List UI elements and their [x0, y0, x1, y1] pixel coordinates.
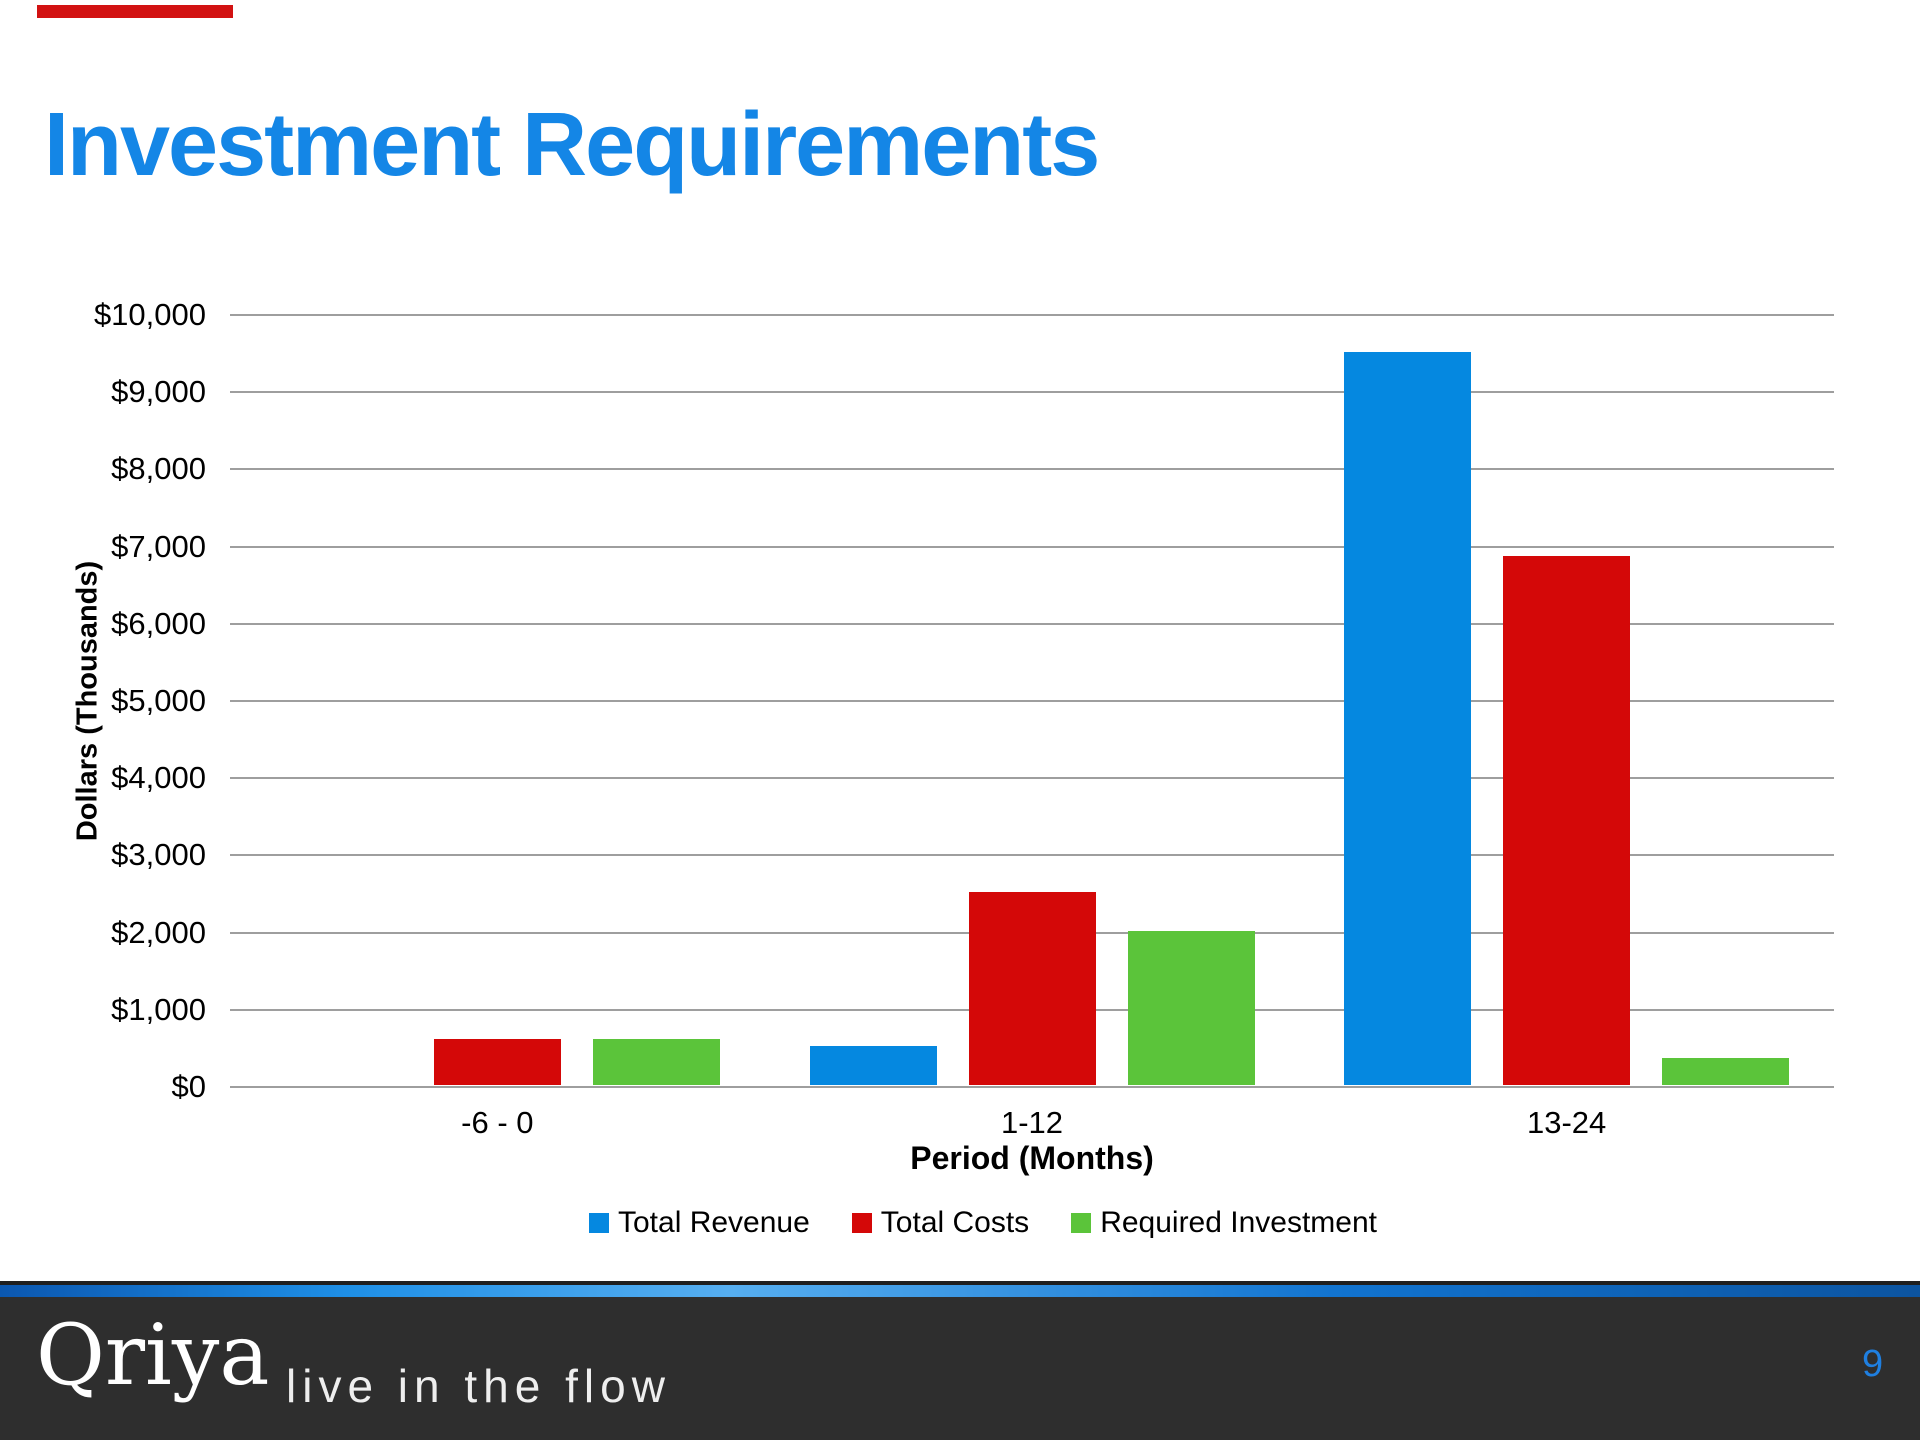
bar-total-costs: [968, 892, 1096, 1085]
legend-item: Total Revenue: [589, 1208, 810, 1238]
gridline: [230, 1086, 1834, 1088]
bar-required-investment: [1662, 1058, 1790, 1085]
gridline: [230, 777, 1834, 780]
legend-label: Total Revenue: [618, 1206, 810, 1239]
x-axis-title: Period (Months): [910, 1140, 1154, 1176]
gridline: [230, 545, 1834, 548]
footer-accent-line: [0, 1285, 1920, 1297]
legend-swatch: [589, 1213, 609, 1233]
gridline: [230, 391, 1834, 394]
bar-total-costs: [1503, 556, 1631, 1085]
y-tick-label: $6,000: [111, 605, 206, 641]
bar-chart: Dollars (Thousands) Period (Months) Tota…: [0, 297, 1920, 1238]
y-tick-label: $0: [171, 1069, 206, 1104]
legend-swatch: [851, 1213, 872, 1233]
plot-area: [230, 314, 1834, 1088]
y-tick-label: $9,000: [111, 374, 206, 410]
gridline: [230, 314, 1834, 316]
y-tick-label: $4,000: [111, 760, 206, 796]
y-tick-label: $5,000: [111, 683, 206, 718]
bar-required-investment: [1127, 931, 1255, 1085]
x-tick-label: -6 - 0: [461, 1105, 534, 1140]
legend-item: Required Investment: [1071, 1208, 1377, 1238]
legend-swatch: [1071, 1213, 1092, 1233]
legend-label: Required Investment: [1100, 1206, 1377, 1239]
bar-total-costs: [433, 1039, 561, 1085]
footer-tagline: live in the flow: [286, 1360, 671, 1412]
footer: Qriya live in the flow 9: [0, 1297, 1920, 1440]
slide-title: Investment Requirements: [44, 95, 1100, 195]
footer-top-edge: [0, 1281, 1920, 1285]
gridline: [230, 700, 1834, 702]
qriya-logo: Qriya: [36, 1306, 270, 1404]
top-left-red-mark: [37, 5, 233, 18]
page-number: 9: [1862, 1343, 1884, 1385]
y-tick-label: $1,000: [111, 991, 206, 1027]
legend-label: Total Costs: [880, 1206, 1030, 1239]
gridline: [230, 854, 1834, 857]
gridline: [230, 622, 1834, 625]
y-tick-label: $7,000: [111, 528, 206, 564]
gridline: [230, 468, 1834, 471]
y-tick-label: $2,000: [111, 914, 206, 950]
y-tick-label: $3,000: [111, 837, 206, 873]
legend-item: Total Costs: [851, 1206, 1030, 1239]
bar-required-investment: [592, 1039, 720, 1085]
bar-total-revenue: [809, 1046, 937, 1085]
y-tick-label: $8,000: [111, 451, 206, 487]
bar-total-revenue: [1344, 352, 1472, 1085]
x-tick-label: 13-24: [1527, 1105, 1607, 1140]
chart-legend: Total Revenue Total Costs Required Investm…: [0, 1208, 1920, 1238]
y-tick-label: $10,000: [93, 297, 206, 332]
x-tick-label: 1-12: [1000, 1105, 1064, 1140]
